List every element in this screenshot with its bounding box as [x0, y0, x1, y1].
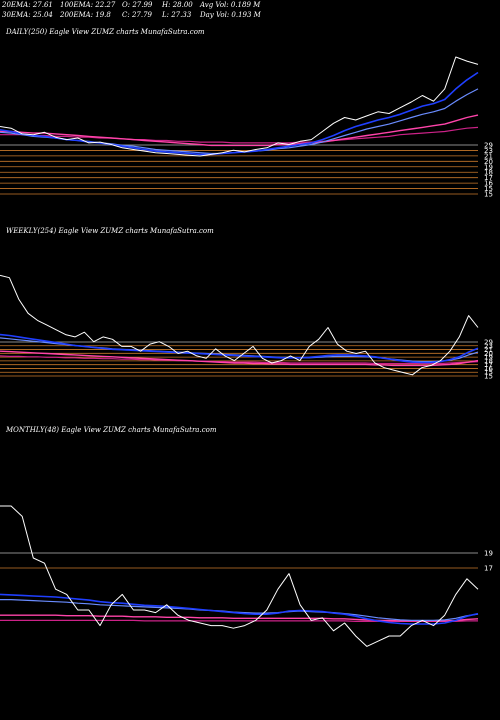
series-price-line	[0, 505, 479, 647]
y-tick-label: 23	[484, 342, 493, 350]
y-tick-label: 19	[484, 163, 493, 171]
y-tick-label: 16	[484, 180, 493, 188]
y-tick-label: 18	[484, 357, 493, 365]
series-ema100-line	[0, 350, 479, 367]
series-ema20-line	[0, 71, 479, 156]
y-tick-label: 23	[484, 147, 493, 155]
stat-ema100: 100EMA: 22.27	[60, 1, 116, 9]
y-tick-label: 15	[484, 369, 493, 377]
daily-panel-title: DAILY(250) Eagle View ZUMZ charts Munafa…	[6, 28, 205, 36]
series-ema30-line	[0, 599, 479, 621]
stat-ema20: 20EMA: 27.61	[2, 1, 53, 9]
y-tick-label: 29	[484, 339, 493, 347]
y-tick-label: 19	[484, 354, 493, 362]
series-price-line	[0, 56, 479, 157]
y-tick-label: 15	[484, 373, 493, 381]
y-tick-label: 19	[484, 550, 493, 558]
y-tick-label: 17	[484, 361, 493, 369]
stat-ema30: 30EMA: 25.04	[2, 11, 53, 19]
series-price-line	[0, 274, 479, 376]
series-ema20-line	[0, 333, 479, 364]
y-tick-label: 20	[484, 350, 493, 358]
y-tick-label: 16	[484, 365, 493, 373]
y-tick-label: 29	[484, 142, 493, 150]
y-tick-label: 18	[484, 169, 493, 177]
stat-low: L: 27.33	[162, 11, 192, 19]
stat-high: H: 28.00	[162, 1, 193, 9]
y-tick-label: 20	[484, 158, 493, 166]
series-ema20-line	[0, 593, 479, 625]
y-tick-label: 17	[484, 565, 493, 573]
stat-close: C: 27.79	[122, 11, 152, 19]
series-ema200-line	[0, 355, 479, 365]
stat-avg-vol: Avg Vol: 0.189 M	[200, 1, 261, 9]
y-tick-label: 21	[484, 152, 493, 160]
y-tick-label: 15	[484, 185, 493, 193]
monthly-panel-title: MONTHLY(48) Eagle View ZUMZ charts Munaf…	[6, 426, 217, 434]
series-ema100-line	[0, 614, 479, 622]
y-tick-label: 17	[484, 174, 493, 182]
series-ema100-line	[0, 114, 479, 147]
weekly-panel-title: WEEKLY(254) Eagle View ZUMZ charts Munaf…	[6, 227, 214, 235]
stat-open: O: 27.99	[122, 1, 153, 9]
series-ema200-line	[0, 126, 479, 144]
series-ema30-line	[0, 88, 479, 155]
stat-day-vol: Day Vol: 0.193 M	[200, 11, 261, 19]
y-tick-label: 15	[484, 191, 493, 199]
y-tick-label: 21	[484, 346, 493, 354]
stat-ema200: 200EMA: 19.8	[60, 11, 111, 19]
